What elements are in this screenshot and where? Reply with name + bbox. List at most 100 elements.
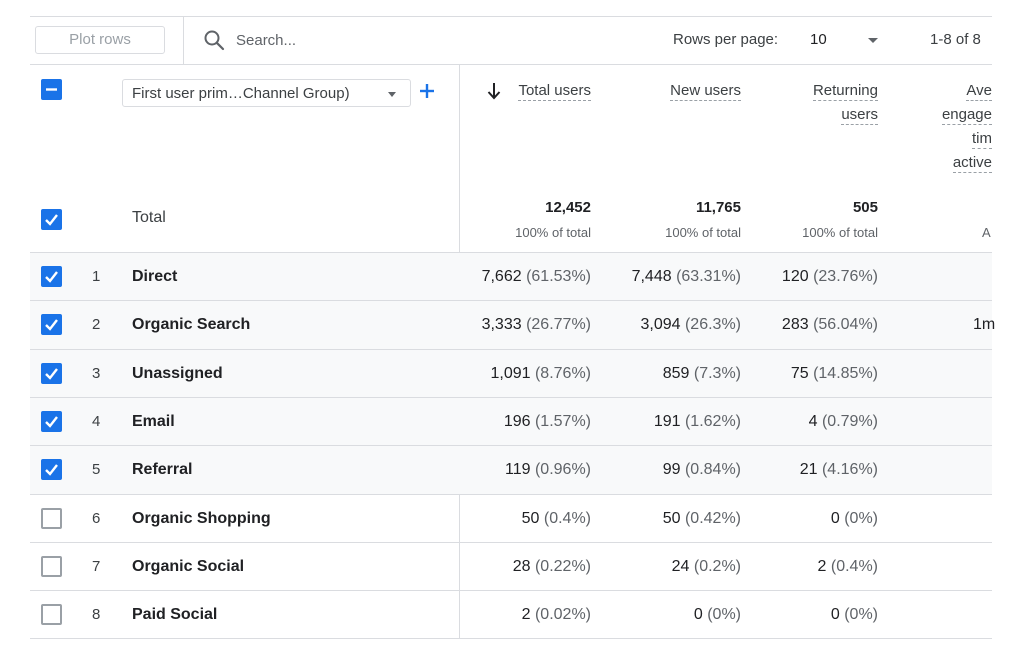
new-users-cell: 24 (0.2%): [672, 558, 741, 576]
total-users-cell-value: 28: [512, 558, 531, 575]
returning-users-total: 505: [852, 199, 878, 216]
add-dimension-plus-icon[interactable]: [415, 79, 439, 103]
table-row[interactable]: 4 Email 196 (1.57%) 191 (1.62%) 4 (0.79%): [30, 398, 992, 446]
table-row[interactable]: 3 Unassigned 1,091 (8.76%) 859 (7.3%) 75 (14…: [30, 350, 992, 398]
row-checkbox[interactable]: [41, 556, 62, 577]
header-top-border: [30, 64, 992, 65]
new-users-cell-value: 24: [671, 558, 690, 575]
table-row[interactable]: 8 Paid Social 2 (0.02%) 0 (0%) 0 (0%): [30, 591, 992, 639]
row-checkbox[interactable]: [41, 411, 62, 432]
new-users-cell-value: 99: [662, 461, 681, 478]
new-users-cell: 191 (1.62%): [654, 413, 741, 431]
total-users-total: 12,452: [545, 199, 591, 216]
row-divider: [30, 494, 992, 495]
column-header-returning-users[interactable]: Returning users: [812, 82, 878, 125]
column-header-total-users[interactable]: Total users: [518, 82, 591, 101]
select-all-checkbox[interactable]: [41, 79, 62, 100]
returning-users-cell-value: 21: [799, 461, 818, 478]
rows-per-page-select[interactable]: 10: [808, 26, 882, 54]
new-users-cell-pct: (0%): [707, 606, 741, 623]
pagination-range: 1-8 of 8: [930, 31, 981, 48]
returning-users-cell-value: 283: [781, 316, 809, 333]
returning-users-cell: 0 (0%): [831, 606, 878, 624]
table-row[interactable]: 5 Referral 119 (0.96%) 99 (0.84%) 21 (4.16%): [30, 446, 992, 494]
returning-users-cell-pct: (0.79%): [821, 413, 878, 430]
new-users-cell: 0 (0%): [694, 606, 741, 624]
total-users-cell-pct: (8.76%): [534, 365, 591, 382]
table-toolbar: Plot rows Rows per page: 10 1-8 of 8: [30, 16, 992, 64]
returning-users-cell-pct: (14.85%): [813, 365, 878, 382]
channel-name: Organic Search: [132, 316, 251, 333]
total-users-cell-pct: (1.57%): [534, 413, 591, 430]
sort-descending-arrow-icon[interactable]: [486, 82, 502, 100]
new-users-cell: 50 (0.42%): [663, 510, 741, 528]
new-users-cell-pct: (0.2%): [693, 558, 741, 575]
total-users-cell-value: 119: [505, 461, 531, 478]
total-users-cell-value: 50: [521, 510, 540, 527]
avg-engagement-cell-cut: 1m: [973, 316, 996, 333]
new-users-pct: 100% of total: [665, 225, 741, 240]
search-input[interactable]: [236, 28, 536, 52]
row-divider: [30, 638, 992, 639]
row-checkbox[interactable]: [41, 363, 62, 384]
rows-per-page-value: 10: [810, 31, 827, 48]
total-users-cell-value: 3,333: [481, 316, 522, 333]
returning-users-cell-value: 75: [790, 365, 809, 382]
table-row[interactable]: 1 Direct 7,662 (61.53%) 7,448 (63.31%) 120 (…: [30, 253, 992, 301]
total-users-cell: 50 (0.4%): [522, 510, 591, 528]
returning-users-cell-pct: (0%): [844, 510, 878, 527]
total-checkbox[interactable]: [41, 209, 62, 230]
table-row[interactable]: 7 Organic Social 28 (0.22%) 24 (0.2%) 2 (0.4…: [30, 543, 992, 591]
returning-users-cell: 0 (0%): [831, 510, 878, 528]
channel-name: Organic Social: [132, 558, 245, 575]
row-divider: [30, 252, 992, 253]
row-index: 3: [92, 365, 101, 382]
row-divider: [30, 542, 992, 543]
column-header-new-users[interactable]: New users: [670, 82, 741, 101]
column-header-avg-engagement-time[interactable]: Ave engage tim active: [941, 82, 992, 173]
returning-users-cell: 21 (4.16%): [800, 461, 878, 479]
returning-users-cell: 2 (0.4%): [818, 558, 878, 576]
new-users-cell-value: 3,094: [640, 316, 681, 333]
total-users-cell: 7,662 (61.53%): [482, 268, 591, 286]
new-users-cell-value: 7,448: [631, 268, 672, 285]
row-checkbox[interactable]: [41, 266, 62, 287]
dimension-select[interactable]: First user prim…Channel Group): [122, 79, 411, 107]
new-users-cell: 7,448 (63.31%): [632, 268, 741, 286]
search-icon[interactable]: [203, 29, 225, 51]
row-checkbox[interactable]: [41, 604, 62, 625]
row-index: 6: [92, 510, 101, 527]
row-checkbox[interactable]: [41, 314, 62, 335]
total-users-cell: 28 (0.22%): [513, 558, 591, 576]
returning-users-cell-pct: (56.04%): [813, 316, 878, 333]
row-index: 4: [92, 413, 101, 430]
new-users-cell: 859 (7.3%): [663, 365, 741, 383]
table-row[interactable]: 6 Organic Shopping 50 (0.4%) 50 (0.42%) 0 (0…: [30, 495, 992, 543]
row-divider: [30, 590, 992, 591]
total-users-cell: 2 (0.02%): [522, 606, 591, 624]
row-divider: [30, 300, 992, 301]
new-users-cell-pct: (7.3%): [693, 365, 741, 382]
row-checkbox[interactable]: [41, 459, 62, 480]
returning-users-cell-pct: (23.76%): [813, 268, 878, 285]
returning-users-cell-value: 4: [808, 413, 818, 430]
row-checkbox[interactable]: [41, 508, 62, 529]
returning-users-cell-value: 120: [781, 268, 809, 285]
data-table: First user prim…Channel Group) Total use…: [30, 64, 996, 639]
returning-users-pct: 100% of total: [802, 225, 878, 240]
total-users-cell-pct: (61.53%): [526, 268, 591, 285]
new-users-cell-value: 859: [662, 365, 690, 382]
total-users-cell: 3,333 (26.77%): [482, 316, 591, 334]
returning-users-cell-value: 2: [817, 558, 827, 575]
caret-down-icon: [868, 38, 878, 43]
channel-name: Unassigned: [132, 365, 223, 382]
row-divider: [30, 445, 992, 446]
table-row[interactable]: 2 Organic Search 3,333 (26.77%) 3,094 (26.3…: [30, 301, 996, 349]
returning-users-cell-pct: (0%): [844, 606, 878, 623]
avg-engagement-pct-cut: A: [982, 225, 991, 240]
new-users-cell-pct: (0.42%): [684, 510, 741, 527]
plot-rows-button[interactable]: Plot rows: [35, 26, 165, 54]
total-users-cell-pct: (0.22%): [534, 558, 591, 575]
total-users-cell-pct: (0.4%): [543, 510, 591, 527]
total-users-cell-value: 2: [521, 606, 531, 623]
